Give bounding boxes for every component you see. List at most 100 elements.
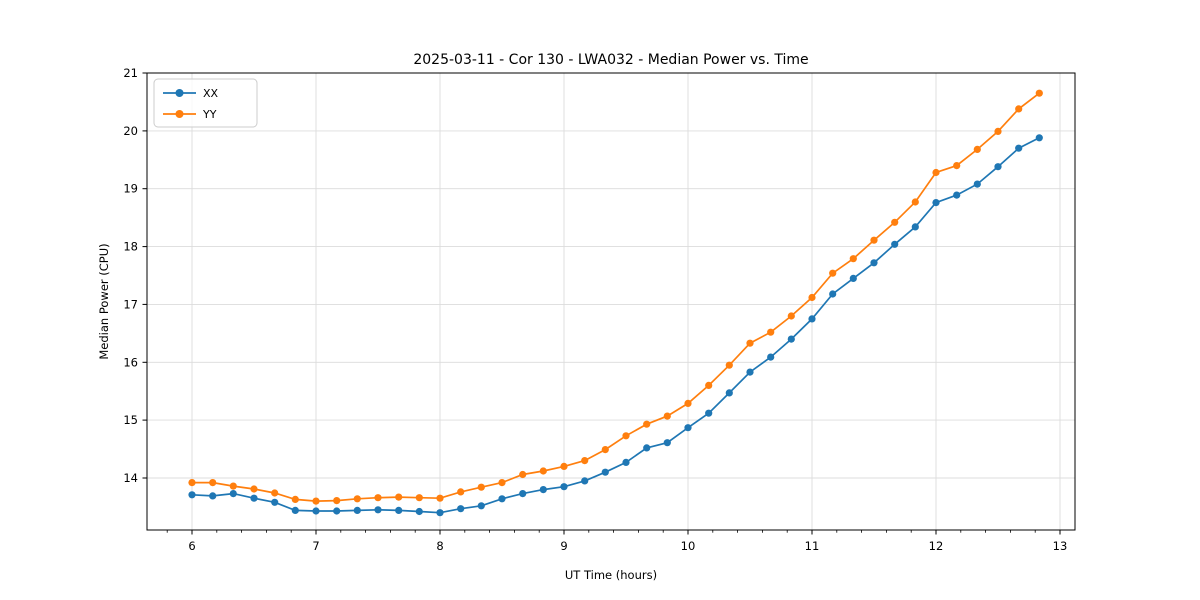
data-point-xx (436, 509, 444, 517)
data-point-yy (271, 489, 279, 497)
data-point-xx (519, 490, 527, 498)
data-point-xx (271, 498, 279, 506)
data-point-xx (209, 492, 217, 500)
data-point-yy (725, 361, 733, 369)
data-point-xx (808, 315, 816, 323)
data-point-xx (374, 506, 382, 514)
data-point-yy (477, 483, 485, 491)
data-point-yy (374, 494, 382, 502)
data-point-xx (229, 490, 237, 498)
data-point-yy (643, 420, 651, 428)
data-point-yy (705, 381, 713, 389)
data-point-yy (829, 269, 837, 277)
chart-title: 2025-03-11 - Cor 130 - LWA032 - Median P… (413, 52, 808, 68)
data-point-xx (829, 290, 837, 298)
data-point-yy (436, 494, 444, 502)
legend-label-xx: XX (203, 87, 219, 100)
data-point-yy (581, 457, 589, 465)
data-point-yy (849, 255, 857, 263)
data-point-yy (994, 127, 1002, 135)
data-point-xx (601, 468, 609, 476)
data-point-yy (539, 467, 547, 475)
data-point-yy (353, 495, 361, 503)
data-point-yy (250, 485, 258, 493)
data-point-yy (291, 495, 299, 503)
data-point-yy (229, 482, 237, 490)
y-tick-label: 19 (123, 182, 138, 196)
data-point-yy (333, 497, 341, 505)
data-point-xx (911, 223, 919, 231)
data-point-xx (953, 191, 961, 199)
y-tick-label: 15 (123, 413, 138, 427)
data-point-xx (767, 353, 775, 361)
data-point-yy (622, 432, 630, 440)
data-point-xx (705, 409, 713, 417)
x-tick-label: 8 (436, 539, 443, 553)
data-point-xx (1035, 134, 1043, 142)
x-tick-label: 12 (929, 539, 944, 553)
y-tick-label: 18 (123, 240, 138, 254)
data-point-yy (787, 312, 795, 320)
y-axis-label: Median Power (CPU) (97, 243, 111, 359)
data-point-xx (539, 486, 547, 494)
series-line-yy (192, 92, 1040, 502)
data-point-yy (188, 479, 196, 487)
y-tick-label: 17 (123, 297, 138, 311)
data-point-xx (870, 259, 878, 267)
data-point-xx (746, 368, 754, 376)
data-point-yy (395, 493, 403, 501)
data-point-xx (891, 240, 899, 248)
y-tick-label: 14 (123, 471, 138, 485)
data-point-xx (684, 424, 692, 432)
grid (147, 72, 1075, 530)
plot-border (146, 72, 1076, 531)
data-point-yy (911, 198, 919, 206)
x-tick-label: 7 (312, 539, 319, 553)
data-point-xx (188, 491, 196, 499)
data-point-yy (498, 479, 506, 487)
data-point-xx (725, 389, 733, 397)
data-point-yy (1035, 89, 1043, 97)
data-point-yy (684, 399, 692, 407)
y-tick-label: 20 (123, 124, 138, 138)
data-point-yy (808, 293, 816, 302)
data-point-yy (601, 446, 609, 454)
legend-label-yy: YY (202, 108, 217, 121)
data-point-yy (415, 494, 423, 502)
data-point-yy (870, 236, 878, 244)
legend: XX YY (153, 78, 258, 128)
data-point-xx (643, 444, 651, 452)
data-point-xx (1015, 144, 1023, 152)
data-point-xx (457, 505, 465, 513)
data-point-yy (973, 145, 981, 153)
data-point-xx (415, 507, 423, 516)
x-tick-label: 9 (560, 539, 567, 553)
x-tick-label: 13 (1053, 539, 1068, 553)
data-point-xx (312, 507, 320, 515)
y-tick-label: 16 (123, 355, 138, 369)
data-point-yy (312, 497, 320, 505)
x-axis-label: UT Time (hours) (565, 568, 657, 582)
x-tick-label: 10 (681, 539, 696, 553)
data-point-xx (787, 335, 795, 343)
data-point-yy (457, 488, 465, 496)
series-layer (188, 89, 1043, 517)
series-line-xx (191, 137, 1040, 514)
axes: 6 7 8 9 10 11 12 13 14 15 16 17 18 19 20 21 (123, 66, 1076, 553)
x-tick-label: 11 (805, 539, 820, 553)
data-point-xx (395, 506, 403, 514)
data-point-xx (581, 477, 589, 485)
data-point-yy (932, 168, 940, 177)
x-tick-label: 6 (188, 539, 195, 553)
data-point-yy (519, 470, 527, 479)
legend-marker-xx (175, 89, 184, 97)
y-tick-label: 21 (123, 66, 138, 80)
data-point-xx (250, 494, 258, 502)
data-point-xx (477, 502, 485, 510)
data-point-xx (994, 163, 1002, 171)
data-point-xx (932, 199, 940, 207)
data-point-yy (953, 162, 961, 170)
data-point-xx (560, 483, 568, 491)
data-point-yy (891, 218, 899, 226)
